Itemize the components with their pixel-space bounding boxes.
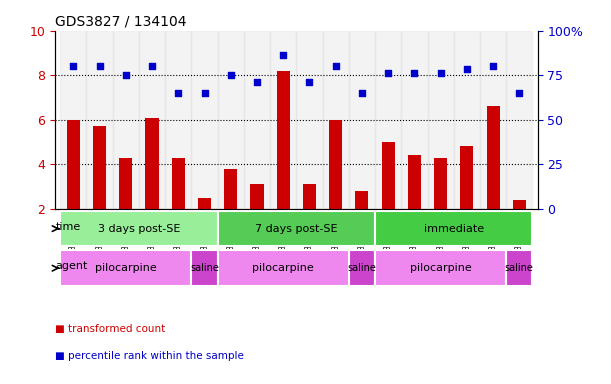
- Point: [252, 79, 262, 85]
- Text: saline: saline: [505, 263, 534, 273]
- Bar: [60, 250, 191, 286]
- Bar: [480, 31, 506, 209]
- Point: [174, 90, 183, 96]
- Bar: [513, 200, 526, 209]
- Bar: [277, 71, 290, 209]
- Point: [488, 63, 498, 70]
- Bar: [303, 184, 316, 209]
- Text: saline: saline: [348, 263, 376, 273]
- Bar: [270, 31, 296, 209]
- Text: saline: saline: [190, 263, 219, 273]
- Bar: [349, 250, 375, 286]
- Bar: [356, 191, 368, 209]
- Text: pilocarpine: pilocarpine: [410, 263, 472, 273]
- Text: ■ percentile rank within the sample: ■ percentile rank within the sample: [55, 351, 244, 361]
- Bar: [60, 211, 218, 247]
- Bar: [349, 31, 375, 209]
- Bar: [93, 126, 106, 209]
- Text: time: time: [55, 222, 81, 232]
- Text: 7 days post-SE: 7 days post-SE: [255, 223, 338, 233]
- Bar: [198, 198, 211, 209]
- Text: immediate: immediate: [423, 223, 484, 233]
- Bar: [112, 31, 139, 209]
- Bar: [382, 142, 395, 209]
- Point: [121, 72, 131, 78]
- Bar: [87, 31, 112, 209]
- Point: [331, 63, 340, 70]
- Text: ■ transformed count: ■ transformed count: [55, 324, 165, 334]
- Bar: [375, 31, 401, 209]
- Bar: [218, 31, 244, 209]
- Point: [147, 63, 157, 70]
- Point: [200, 90, 210, 96]
- Text: pilocarpine: pilocarpine: [252, 263, 314, 273]
- Bar: [401, 31, 428, 209]
- Point: [95, 63, 104, 70]
- Bar: [486, 106, 500, 209]
- Bar: [224, 169, 237, 209]
- Point: [514, 90, 524, 96]
- Bar: [506, 31, 532, 209]
- Bar: [139, 31, 165, 209]
- Text: pilocarpine: pilocarpine: [95, 263, 156, 273]
- Point: [279, 52, 288, 58]
- Bar: [408, 156, 421, 209]
- Bar: [428, 31, 454, 209]
- Bar: [191, 31, 218, 209]
- Bar: [165, 31, 191, 209]
- Bar: [375, 211, 532, 247]
- Bar: [375, 250, 506, 286]
- Text: agent: agent: [55, 261, 87, 271]
- Text: GDS3827 / 134104: GDS3827 / 134104: [55, 14, 186, 28]
- Bar: [506, 250, 532, 286]
- Point: [304, 79, 314, 85]
- Text: 3 days post-SE: 3 days post-SE: [98, 223, 180, 233]
- Bar: [67, 120, 80, 209]
- Bar: [145, 118, 159, 209]
- Bar: [251, 184, 263, 209]
- Point: [436, 70, 445, 76]
- Bar: [119, 157, 133, 209]
- Point: [409, 70, 419, 76]
- Bar: [172, 157, 185, 209]
- Bar: [244, 31, 270, 209]
- Bar: [434, 157, 447, 209]
- Point: [357, 90, 367, 96]
- Point: [462, 66, 472, 72]
- Bar: [218, 250, 349, 286]
- Bar: [60, 31, 87, 209]
- Bar: [454, 31, 480, 209]
- Bar: [191, 250, 218, 286]
- Bar: [329, 120, 342, 209]
- Bar: [296, 31, 323, 209]
- Point: [383, 70, 393, 76]
- Bar: [218, 211, 375, 247]
- Point: [68, 63, 78, 70]
- Bar: [460, 146, 474, 209]
- Point: [226, 72, 236, 78]
- Bar: [323, 31, 349, 209]
